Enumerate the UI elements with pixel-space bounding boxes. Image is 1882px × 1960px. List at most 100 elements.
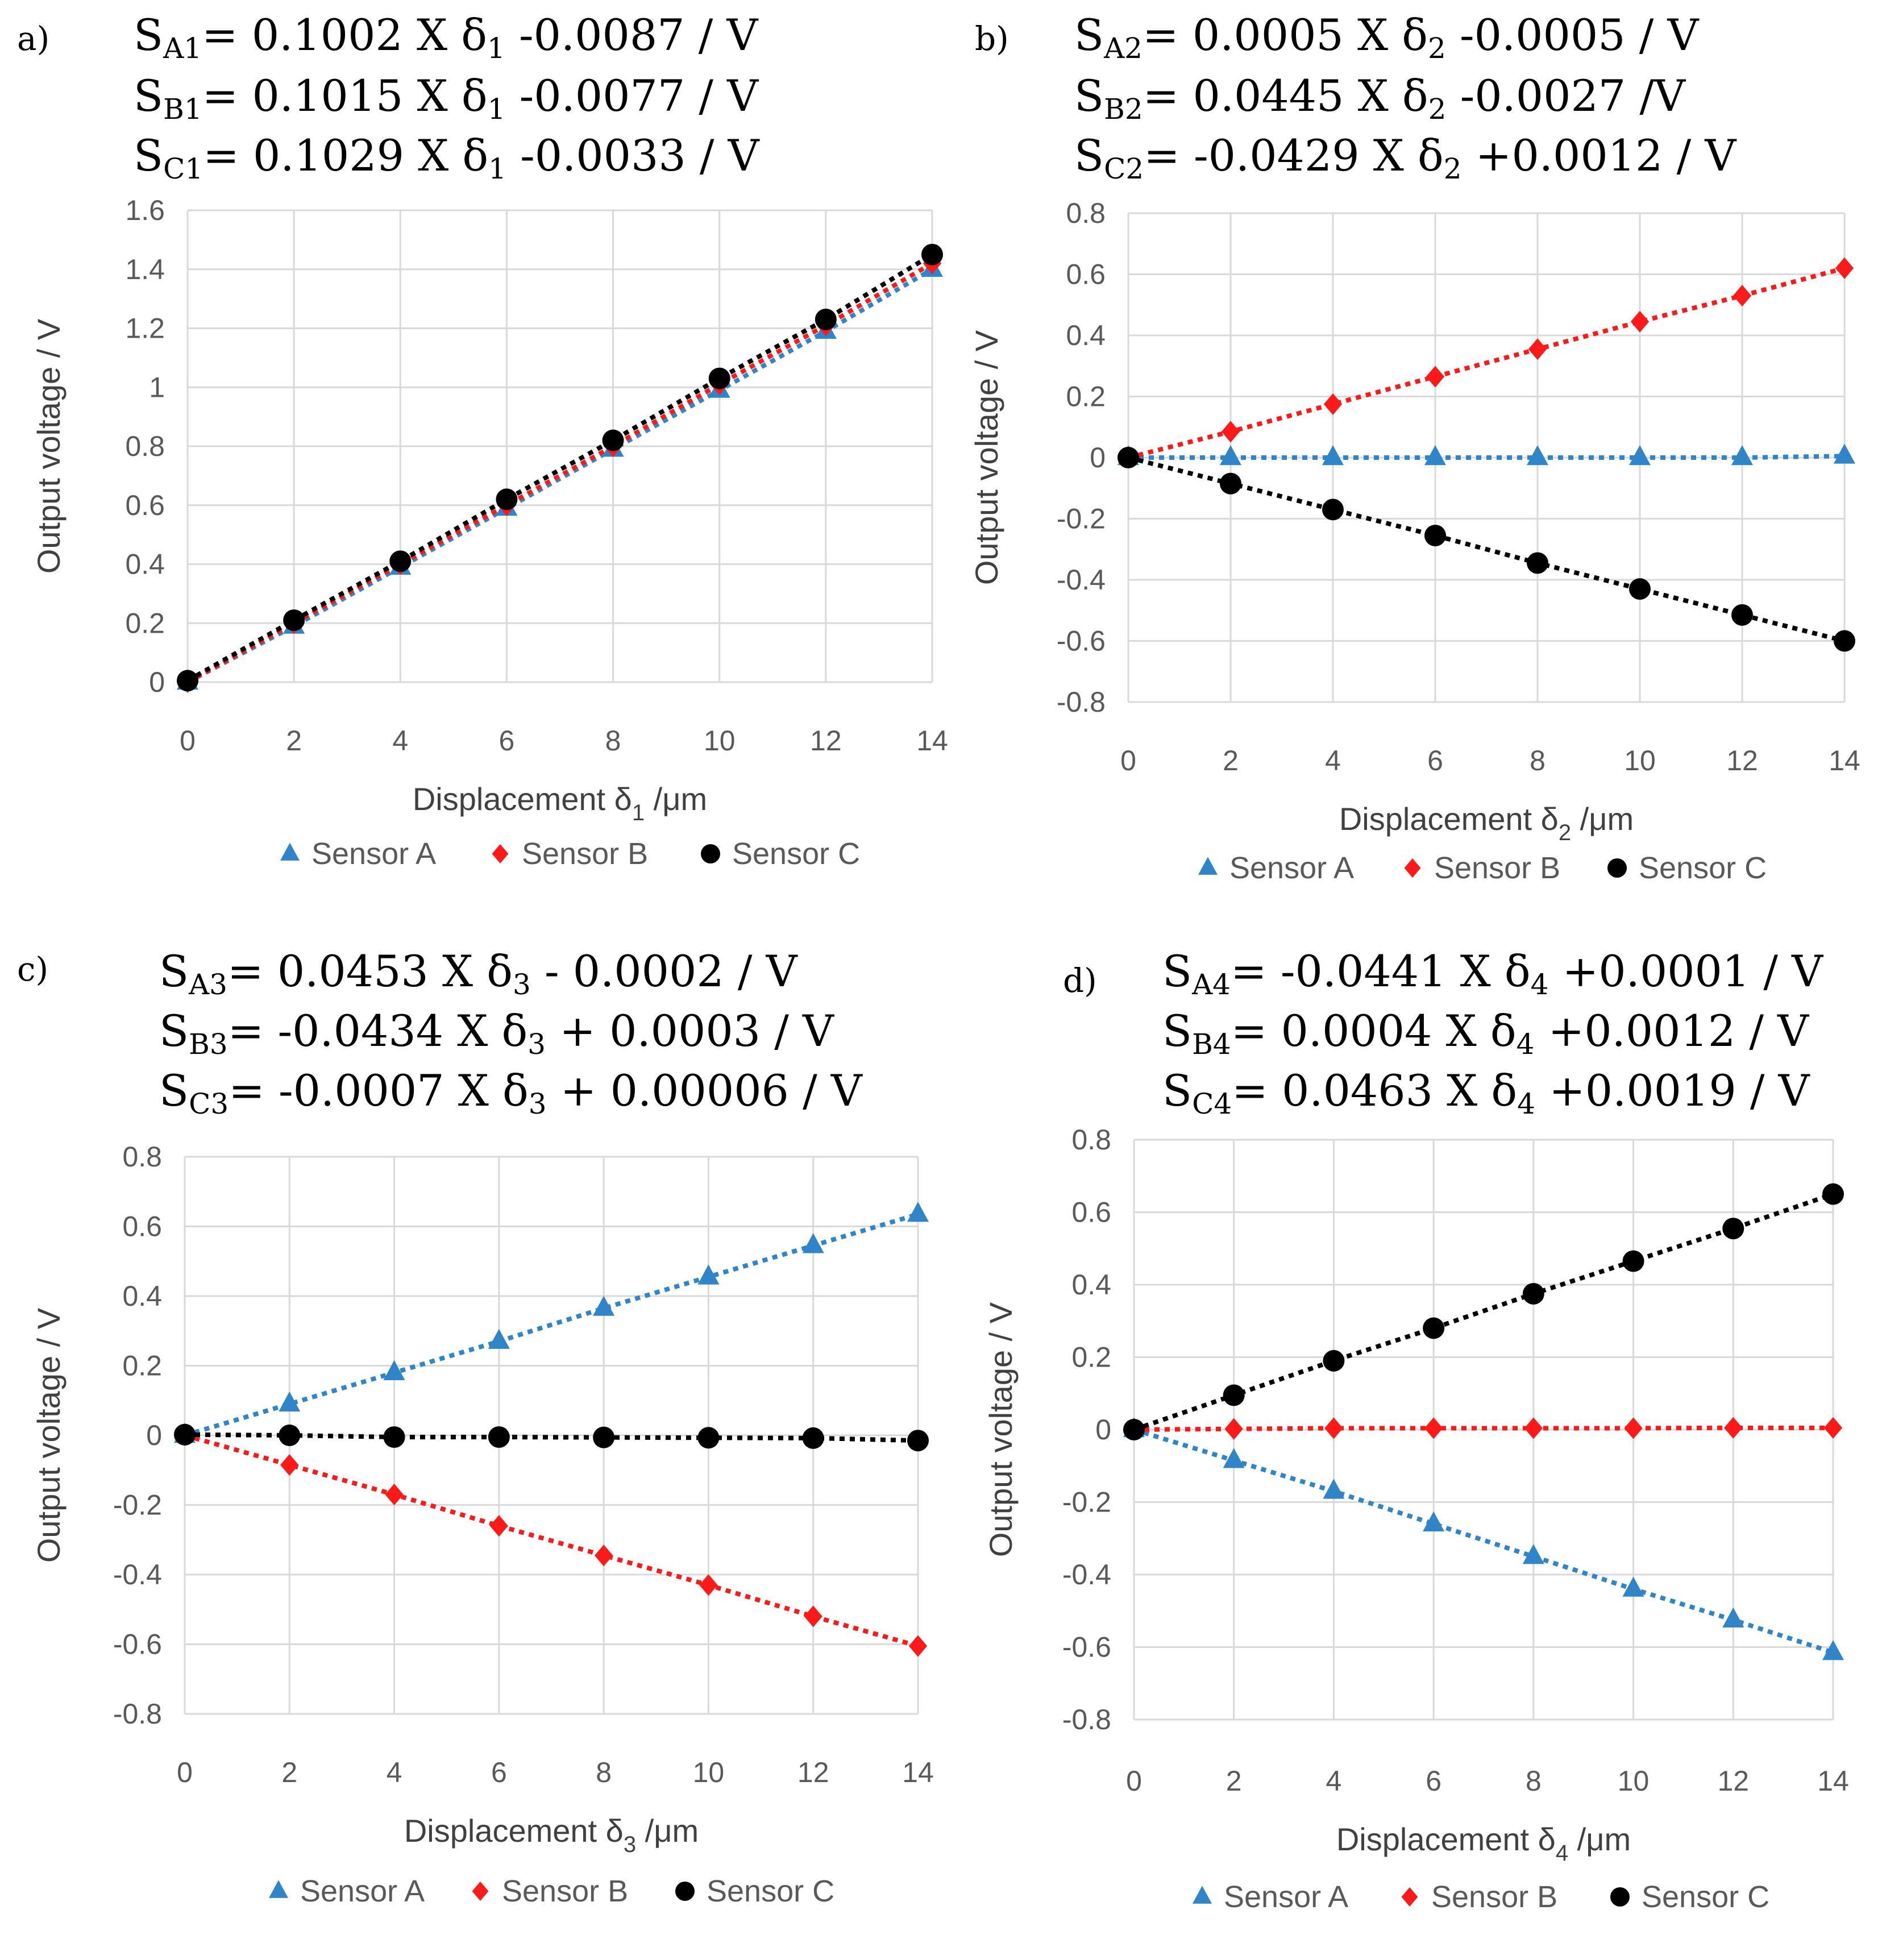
eq-symbol: S xyxy=(134,70,163,121)
x-label-symbol: δ xyxy=(1541,801,1559,837)
series-sensor-c xyxy=(174,1423,929,1452)
eq-space xyxy=(546,1006,559,1056)
x-axis-label: Displacement δ1 /μm xyxy=(413,781,707,825)
eq-times: X xyxy=(404,130,462,181)
eq-equals: = xyxy=(1231,946,1281,996)
y-axis-label: Output voltage / V xyxy=(983,1302,1019,1557)
series-sensor-a xyxy=(1117,443,1855,466)
eq-space xyxy=(505,10,519,60)
data-point xyxy=(385,1484,404,1506)
y-tick-label: 1.4 xyxy=(125,254,165,285)
series-sensor-c xyxy=(177,243,943,692)
x-tick-label: 12 xyxy=(1726,745,1758,776)
x-tick-label: 12 xyxy=(797,1756,829,1788)
series-sensor-a xyxy=(174,1202,929,1443)
data-point xyxy=(1323,1349,1345,1372)
eq-space xyxy=(1735,1006,1749,1056)
eq-times: X xyxy=(1433,1065,1491,1116)
eq-subscript: A1 xyxy=(163,32,202,65)
data-point xyxy=(602,429,624,451)
eq-space xyxy=(685,70,699,121)
x-tick-label: 4 xyxy=(387,1756,402,1788)
data-point xyxy=(815,308,837,330)
x-label-suffix: /μm xyxy=(1571,801,1634,837)
x-label-subscript: 2 xyxy=(1559,820,1571,845)
series-sensor-b xyxy=(1119,257,1854,468)
data-point xyxy=(907,1202,929,1222)
eq-coefficient: 0.0445 xyxy=(1193,70,1344,121)
series-sensor-b xyxy=(175,1425,928,1657)
x-tick-label: 0 xyxy=(1120,745,1136,776)
eq-offset: +0.0001 xyxy=(1563,946,1750,996)
y-tick-label: 0.6 xyxy=(122,1211,162,1243)
eq-times: X xyxy=(1432,1006,1490,1056)
eq-symbol: S xyxy=(159,1065,189,1116)
data-point xyxy=(1323,393,1343,415)
data-point xyxy=(1221,421,1240,443)
data-point xyxy=(593,1426,615,1448)
panel-label: a) xyxy=(17,19,49,58)
series-sensor-c xyxy=(1117,447,1855,652)
eq-space xyxy=(505,70,519,121)
y-tick-label: 0.2 xyxy=(122,1350,162,1382)
data-point xyxy=(1426,366,1445,388)
data-point xyxy=(1220,445,1241,466)
x-tick-label: 2 xyxy=(1223,745,1239,776)
eq-delta: δ xyxy=(502,1006,528,1056)
eq-space xyxy=(1446,70,1460,121)
panel-label: b) xyxy=(975,19,1009,58)
eq-offset: -0.0077 xyxy=(520,70,686,121)
eq-unit: / V xyxy=(699,10,759,60)
legend-marker xyxy=(675,1882,695,1901)
legend-label: Sensor C xyxy=(1642,1880,1769,1914)
legend-item: Sensor A xyxy=(280,837,436,871)
eq-symbol: S xyxy=(1162,1006,1192,1056)
y-tick-label: 0.8 xyxy=(1071,1124,1111,1156)
legend-marker xyxy=(1607,858,1627,878)
eq-delta: δ xyxy=(1490,1006,1517,1056)
data-point xyxy=(697,1427,720,1449)
eq-subscript: B2 xyxy=(1104,93,1143,126)
eq-subscript: A3 xyxy=(188,968,227,1001)
x-tick-label: 10 xyxy=(693,1756,725,1788)
eq-unit: / V xyxy=(1749,1006,1809,1056)
eq-delta: δ xyxy=(462,130,488,181)
eq-symbol: S xyxy=(1074,10,1104,60)
eq-coefficient: 0.1015 xyxy=(252,70,403,121)
eq-equals: = xyxy=(1144,130,1194,181)
eq-space xyxy=(685,10,699,60)
eq-delta: δ xyxy=(487,946,513,996)
data-point xyxy=(488,1426,510,1448)
eq-space xyxy=(1626,10,1639,60)
legend-label: Sensor B xyxy=(502,1874,628,1908)
data-point xyxy=(1123,1419,1145,1440)
eq-unit: / V xyxy=(738,946,798,996)
data-point xyxy=(496,488,518,510)
eq-coefficient: 0.0453 xyxy=(277,946,429,996)
data-point xyxy=(804,1605,822,1627)
eq-offset: -0.0033 xyxy=(520,130,686,181)
y-axis-label: Output voltage / V xyxy=(31,1307,67,1563)
x-label-suffix: /μm xyxy=(1568,1821,1631,1857)
y-tick-label: -0.2 xyxy=(1057,503,1106,535)
y-tick-label: -0.2 xyxy=(113,1489,162,1521)
legend-item: Sensor C xyxy=(675,1874,834,1908)
y-tick-label: 0.6 xyxy=(1066,259,1106,290)
x-axis-label: Displacement δ4 /μm xyxy=(1336,1821,1631,1866)
eq-coefficient: 0.1002 xyxy=(252,10,403,60)
legend-label: Sensor B xyxy=(1431,1880,1557,1914)
eq-symbol: S xyxy=(159,946,189,996)
eq-symbol: S xyxy=(1074,130,1104,181)
trendline xyxy=(1128,455,1845,643)
eq-times: X xyxy=(1344,70,1402,121)
x-label-symbol: δ xyxy=(614,781,632,817)
trendline xyxy=(1133,1191,1834,1432)
eq-var-subscript: 2 xyxy=(1428,93,1447,126)
data-point xyxy=(1220,472,1241,495)
eq-offset: - 0.0002 xyxy=(545,946,724,996)
data-point xyxy=(1629,445,1651,466)
legend-label: Sensor A xyxy=(1224,1880,1348,1914)
data-point xyxy=(697,1264,720,1285)
